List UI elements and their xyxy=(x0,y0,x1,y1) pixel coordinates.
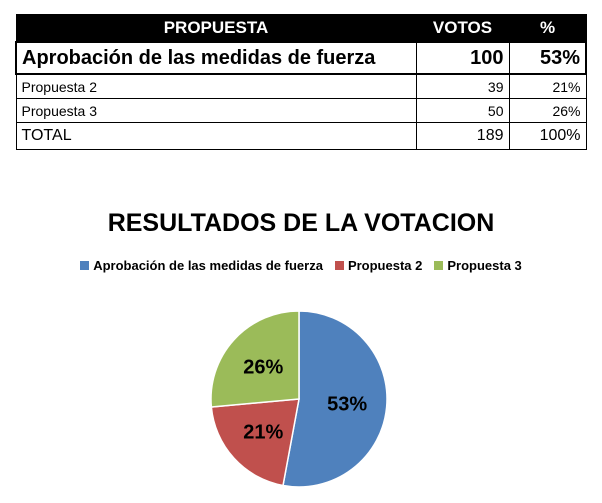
header-propuesta: PROPUESTA xyxy=(15,14,417,43)
legend-swatch xyxy=(334,261,344,270)
row-votos: 50 xyxy=(415,98,510,123)
row-votos: 100 xyxy=(415,41,510,75)
total-row: TOTAL 189 100% xyxy=(15,122,587,150)
table-row: Propuesta 3 50 26% xyxy=(15,98,587,123)
legend-label: Propuesta 2 xyxy=(347,258,423,273)
row-propuesta: Aprobación de las medidas de fuerza xyxy=(15,41,417,75)
row-percent: 21% xyxy=(508,73,587,99)
table-row: Aprobación de las medidas de fuerza 100 … xyxy=(15,41,587,75)
pie-slice xyxy=(210,310,300,408)
legend-item: Aprobación de las medidas de fuerza xyxy=(80,258,323,273)
pie-slice xyxy=(210,398,300,487)
pie-data-label: 53% xyxy=(327,393,367,415)
row-percent: 26% xyxy=(508,98,587,123)
chart-title: RESULTADOS DE LA VOTACION xyxy=(107,209,495,237)
table-header-row: PROPUESTA VOTOS % xyxy=(15,14,587,43)
pie-slice xyxy=(282,310,388,488)
legend-item: Propuesta 3 xyxy=(434,258,522,273)
legend-label: Propuesta 3 xyxy=(447,258,522,273)
pie-data-label: 26% xyxy=(243,356,283,378)
chart-legend: Aprobación de las medidas de fuerza Propu… xyxy=(0,258,602,273)
pie-data-label: 21% xyxy=(243,422,283,444)
legend-label: Aprobación de las medidas de fuerza xyxy=(93,258,323,273)
results-table: PROPUESTA VOTOS % Aprobación de las medi… xyxy=(15,14,587,150)
total-label: TOTAL xyxy=(15,122,417,150)
legend-swatch xyxy=(434,261,444,270)
legend-item: Propuesta 2 xyxy=(334,258,423,273)
row-votos: 39 xyxy=(415,73,510,99)
total-percent: 100% xyxy=(508,122,587,150)
legend-swatch xyxy=(80,261,90,270)
row-percent: 53% xyxy=(508,41,587,75)
